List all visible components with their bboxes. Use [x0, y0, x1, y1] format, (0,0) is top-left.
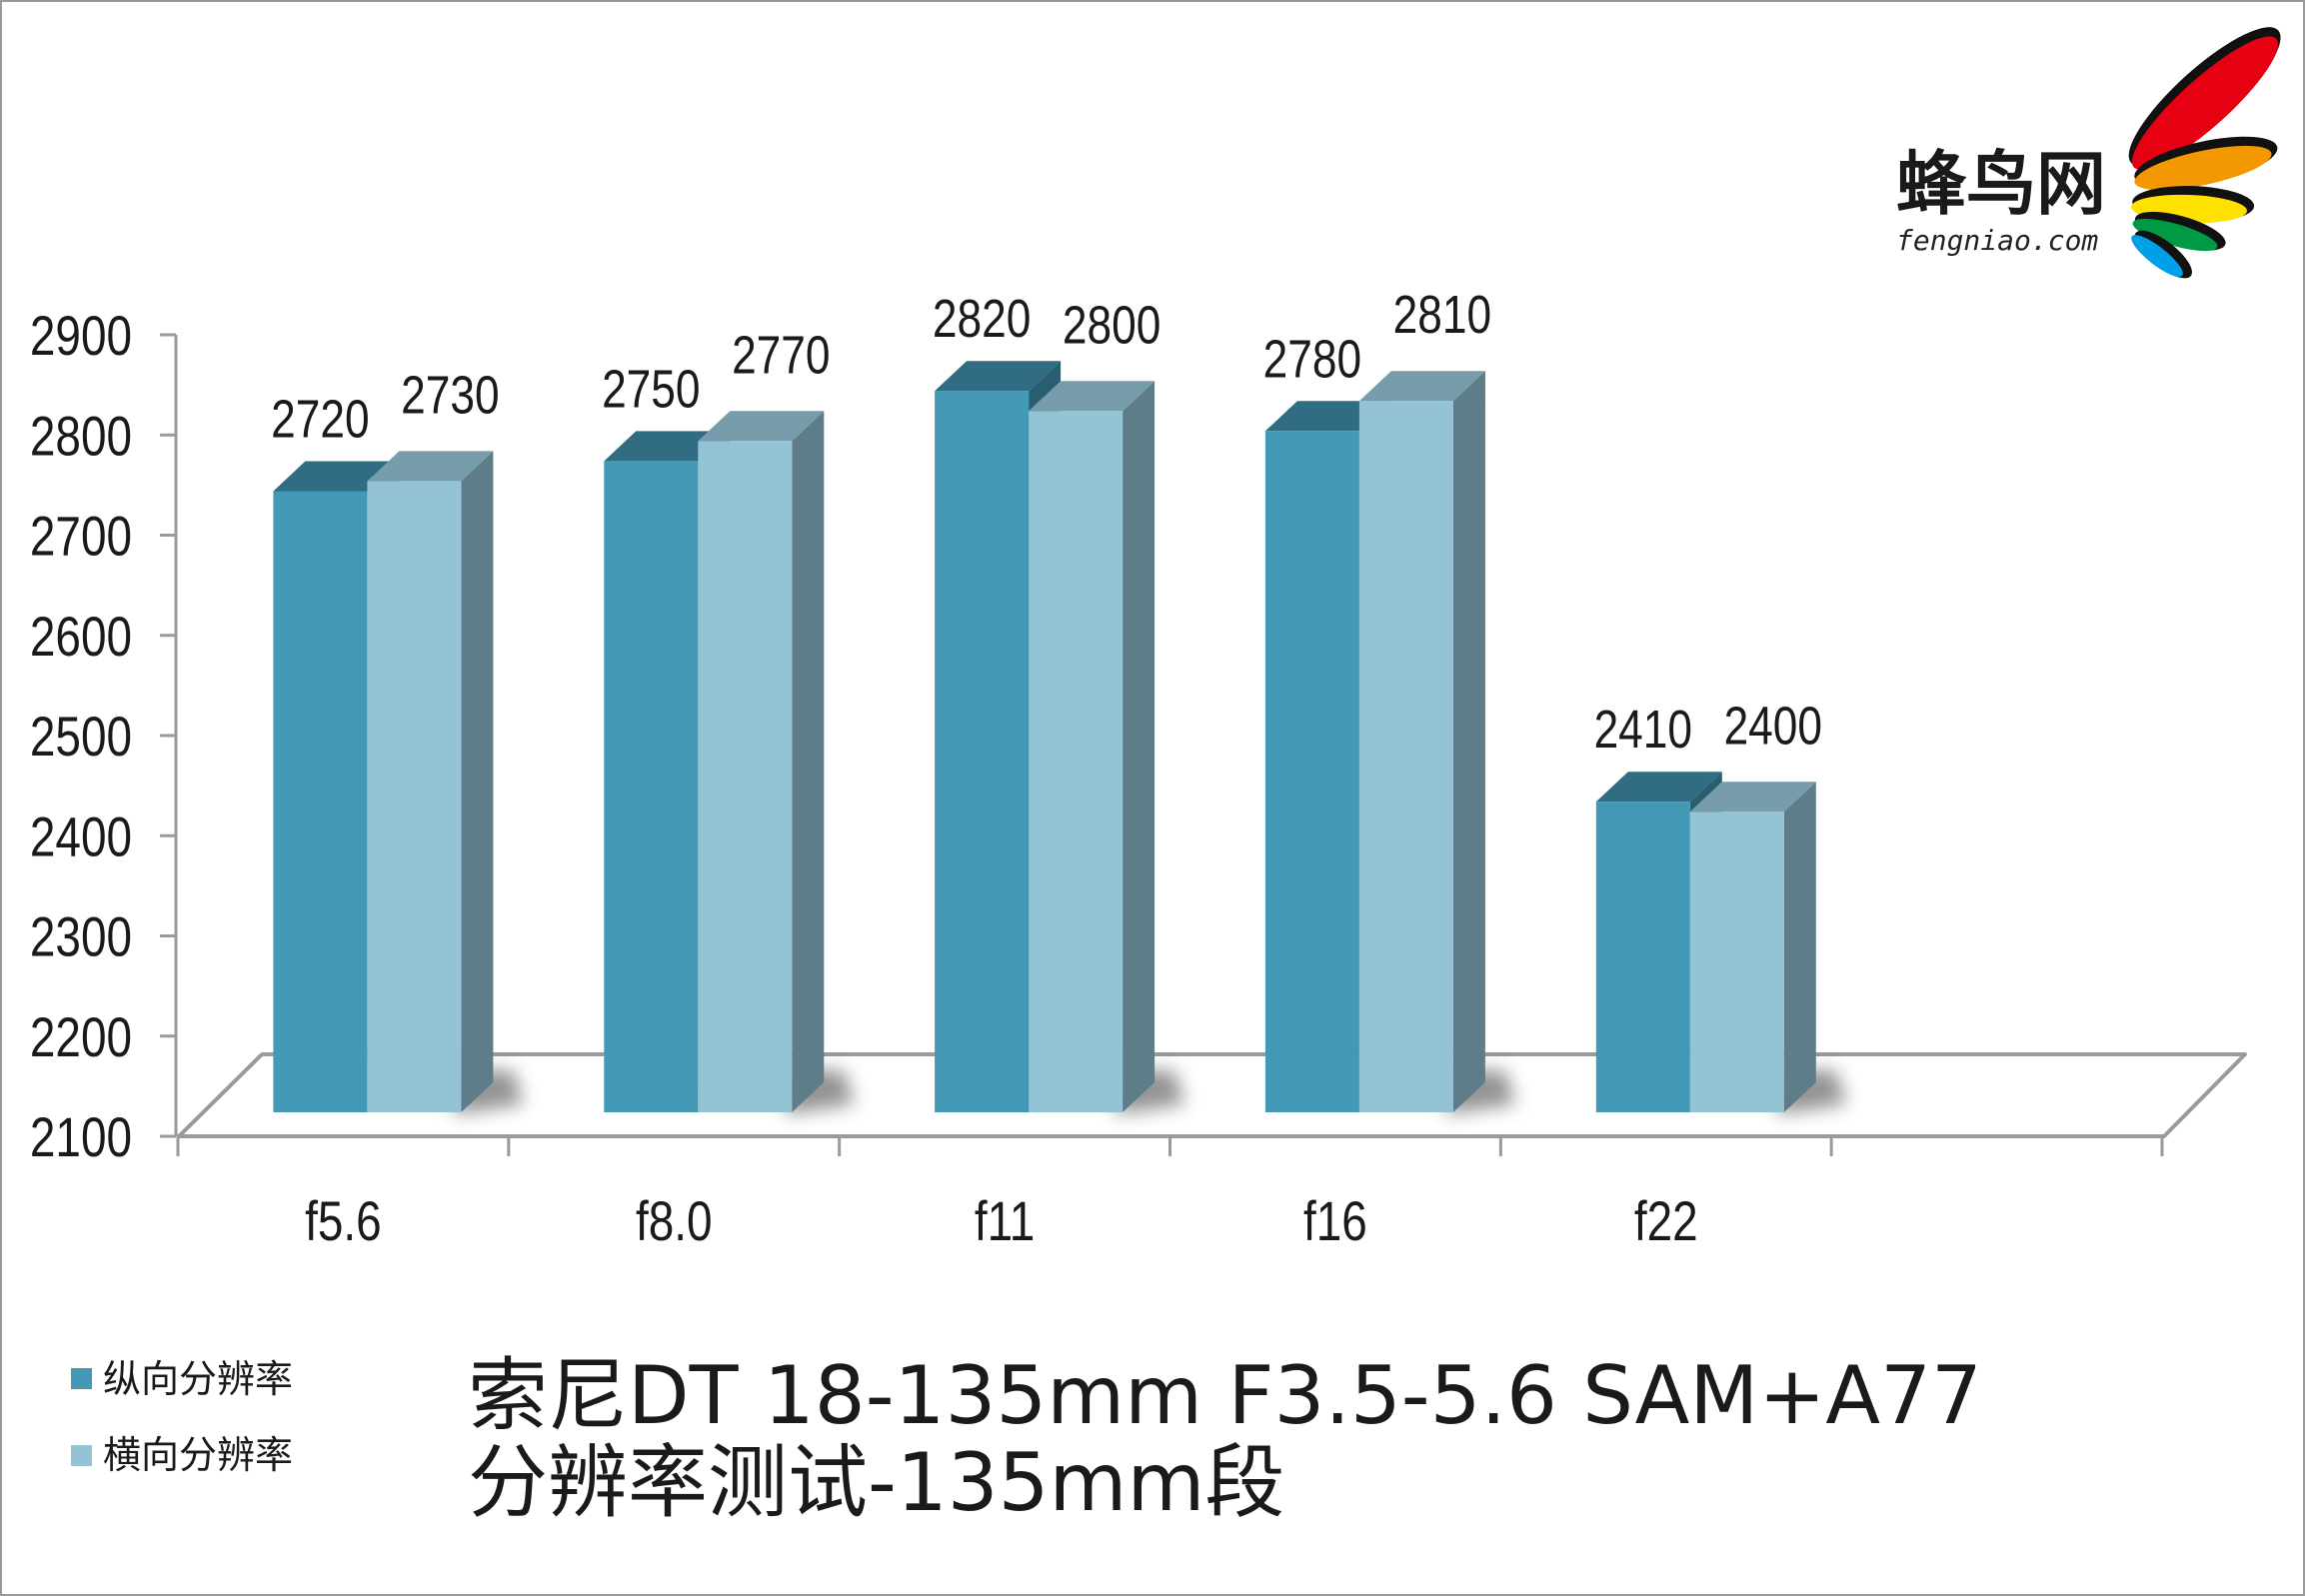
- logo-domain: fengniao.com: [1896, 224, 2098, 257]
- bar-value-label: 2780: [1263, 329, 1361, 389]
- bar-front-face: [935, 391, 1030, 1112]
- legend: 纵向分辨率 横向分辨率: [71, 1357, 293, 1477]
- bar-value-label: 2730: [401, 365, 499, 425]
- legend-swatch-vertical: [71, 1368, 92, 1389]
- y-tick-label: 2600: [30, 605, 132, 667]
- bar-top-face: [367, 451, 494, 482]
- x-category-label: f11: [975, 1190, 1035, 1252]
- y-tick-label: 2900: [30, 305, 132, 367]
- bar-top-face: [935, 361, 1062, 392]
- bar-value-label: 2410: [1594, 700, 1692, 760]
- chart-title-line-1: 索尼DT 18-135mm F3.5-5.6 SAM+A77: [468, 1349, 1982, 1442]
- logo-petals-icon: [2128, 27, 2281, 279]
- bar-top-face: [1689, 782, 1816, 812]
- y-tick-label: 2100: [30, 1106, 132, 1168]
- bar-side-face: [461, 451, 494, 1112]
- x-category-label: f22: [1634, 1190, 1698, 1252]
- bar-top-face: [1595, 772, 1722, 802]
- logo-name: 蜂鸟网: [1896, 143, 2106, 225]
- bar-front-face: [1689, 811, 1784, 1113]
- bar-front-face: [1029, 411, 1124, 1113]
- bar-side-face: [1123, 381, 1155, 1112]
- y-tick-label: 2500: [30, 706, 132, 768]
- x-category-label: f5.6: [305, 1190, 382, 1252]
- bar-front-face: [604, 461, 699, 1112]
- bar-value-label: 2750: [602, 359, 700, 419]
- legend-swatch-horizontal: [71, 1445, 92, 1466]
- bar-horizontal-f22: [1689, 782, 1816, 1113]
- legend-label-vertical: 纵向分辨率: [103, 1357, 293, 1401]
- x-category-label: f16: [1303, 1190, 1367, 1252]
- bar-value-label: 2720: [271, 389, 369, 449]
- bar-horizontal-f16: [1358, 371, 1485, 1112]
- bar-value-label: 2810: [1393, 285, 1491, 345]
- bar-top-face: [1029, 381, 1155, 412]
- bar-front-face: [698, 441, 793, 1112]
- y-tick-label: 2300: [30, 905, 132, 967]
- y-tick-label: 2700: [30, 505, 132, 567]
- bar-front-face: [367, 481, 462, 1112]
- bar-top-face: [1358, 371, 1485, 402]
- logo-petal: [2132, 218, 2218, 252]
- bar-front-face: [1264, 431, 1359, 1112]
- bar-side-face: [1452, 371, 1485, 1112]
- plot-area: 2100 2200 2300 2400 2500 2600 2700 2800 2900 2720…: [30, 285, 2247, 1252]
- bar-value-label: 2800: [1063, 295, 1160, 355]
- logo-petal: [2131, 36, 2279, 170]
- x-category-label: f8.0: [636, 1190, 713, 1252]
- bar-front-face: [273, 491, 368, 1112]
- fengniao-logo: 蜂鸟网 fengniao.com: [1896, 27, 2281, 279]
- bar-top-face: [698, 411, 825, 442]
- bar-horizontal-f11: [1029, 381, 1155, 1113]
- legend-label-horizontal: 横向分辨率: [103, 1433, 293, 1477]
- y-tick-label: 2400: [30, 805, 132, 867]
- logo-petal: [2131, 235, 2183, 277]
- bar-front-face: [1595, 801, 1690, 1112]
- logo-petal: [2134, 145, 2272, 191]
- bar-horizontal-f5.6: [367, 451, 494, 1112]
- y-tick-label: 2800: [30, 405, 132, 467]
- chart-title-line-2: 分辨率测试-135mm段: [468, 1436, 1284, 1529]
- chart-title: 索尼DT 18-135mm F3.5-5.6 SAM+A77 分辨率测试-135…: [468, 1349, 1982, 1529]
- bar-side-face: [792, 411, 825, 1112]
- bar-front-face: [1358, 401, 1453, 1112]
- bar-value-label: 2770: [732, 325, 830, 385]
- bar-side-face: [1783, 782, 1816, 1112]
- bar-value-label: 2820: [933, 289, 1031, 349]
- bar-value-label: 2400: [1724, 696, 1822, 756]
- bar-horizontal-f8.0: [698, 411, 825, 1112]
- y-tick-label: 2200: [30, 1005, 132, 1067]
